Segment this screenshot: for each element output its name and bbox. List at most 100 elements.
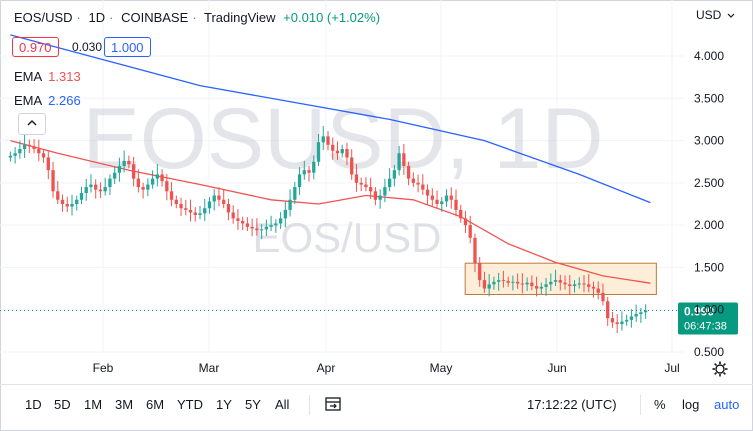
candle-body: [274, 223, 278, 226]
candle-body: [8, 155, 13, 158]
timeframe-1y[interactable]: 1Y: [216, 397, 232, 412]
watermark-symbol: EOSUSD, 1D: [83, 91, 604, 187]
price-tick-label: 2.500: [694, 176, 724, 190]
time-axis[interactable]: Feb Mar Apr May Jun Jul: [93, 361, 728, 377]
gear-icon-tooth: [714, 371, 718, 375]
candle-body: [13, 153, 17, 156]
candle-body: [454, 199, 458, 210]
candle-body: [264, 226, 269, 230]
indicator-label: EMA: [14, 93, 43, 108]
gear-icon-tooth: [714, 363, 718, 367]
candle-body: [444, 195, 449, 202]
timeframe-5d[interactable]: 5D: [54, 397, 71, 412]
gear-icon[interactable]: [712, 361, 728, 377]
candle-body: [345, 149, 349, 158]
candle-body: [250, 226, 254, 229]
timeframe-all[interactable]: All: [275, 397, 290, 412]
candle-body: [70, 204, 74, 207]
candle-body: [108, 178, 112, 188]
currency-label: USD: [696, 8, 722, 22]
price-tick-label: 2.000: [694, 218, 724, 232]
go-to-date-button[interactable]: [324, 395, 342, 416]
candle-body: [364, 184, 368, 188]
candle-body: [596, 288, 600, 293]
candle-body: [321, 136, 325, 143]
timeframe-6m[interactable]: 6M: [146, 397, 165, 412]
candle-body: [435, 199, 439, 204]
candle-body: [160, 174, 164, 182]
timeframe-1d[interactable]: 1D: [25, 397, 42, 412]
indicator-value: 2.266: [48, 93, 81, 108]
log-scale-button[interactable]: log: [682, 397, 700, 412]
time-tick-label: Apr: [317, 361, 336, 375]
candle-body: [511, 281, 515, 283]
candle-body: [544, 284, 548, 287]
candle-body: [127, 160, 131, 165]
candle-body: [255, 228, 259, 231]
candle-body: [383, 187, 387, 196]
clock-timezone[interactable]: 17:12:22 (UTC): [527, 397, 617, 412]
candle-body: [141, 187, 145, 190]
ema-slow-line: [10, 34, 651, 204]
candle-body: [103, 187, 107, 192]
timeframe-3m[interactable]: 3M: [115, 397, 134, 412]
candle-body: [411, 178, 415, 183]
time-tick-label: Feb: [93, 361, 114, 375]
candle-body: [587, 284, 591, 287]
candle-body: [416, 182, 420, 185]
candle-body: [639, 312, 643, 314]
indicator-ema-fast[interactable]: EMA 1.313: [14, 69, 81, 84]
candle-body: [56, 191, 60, 200]
candle-body: [84, 187, 88, 194]
chevron-down-icon: [727, 13, 735, 18]
buy-button[interactable]: 1.000: [104, 37, 151, 57]
candle-body: [373, 191, 378, 200]
candle-body: [312, 161, 316, 173]
candle-body: [601, 292, 605, 302]
watermark-pair: EOS/USD: [252, 214, 441, 261]
timeframe-1m[interactable]: 1M: [84, 397, 103, 412]
ema-fast-line: [10, 139, 651, 284]
candle-body: [307, 170, 311, 173]
candle-body: [179, 204, 183, 209]
currency-selector[interactable]: USD: [696, 8, 735, 22]
candle-body: [482, 280, 487, 289]
percent-scale-button[interactable]: %: [654, 397, 666, 412]
candle-body: [430, 195, 434, 200]
candle-body: [463, 218, 468, 226]
candle-body: [440, 201, 444, 204]
candle-body: [487, 284, 491, 289]
candle-body: [117, 165, 122, 173]
candle-body: [606, 301, 610, 319]
candle-body: [188, 209, 193, 213]
last-price-value: 0.990: [684, 305, 714, 319]
price-tick-label: 1.500: [694, 260, 724, 274]
time-tick-label: May: [430, 361, 453, 375]
collapse-legend-button[interactable]: [18, 113, 46, 135]
price-tick-label: 1.000: [694, 303, 724, 317]
timeframe-5y[interactable]: 5Y: [245, 397, 261, 412]
candle-body: [193, 212, 197, 215]
candle-body: [397, 153, 401, 171]
price-change: +0.010 (+1.02%): [283, 10, 381, 25]
candle-body: [174, 199, 178, 204]
sell-button[interactable]: 0.970: [12, 37, 59, 57]
candle-body: [497, 280, 501, 282]
timeframe-ytd[interactable]: YTD: [177, 397, 203, 412]
price-axis[interactable]: 4.000 3.500 3.000 2.500 2.000 1.500 1.000 0.500: [694, 49, 724, 359]
candle-body: [236, 218, 240, 221]
candle-body: [41, 153, 46, 158]
candle-body: [198, 213, 202, 215]
candle-body: [359, 182, 363, 185]
indicator-ema-slow[interactable]: EMA 2.266: [14, 93, 81, 108]
interval[interactable]: 1D: [88, 10, 106, 25]
candle-body: [520, 283, 525, 285]
grid-lines: [0, 0, 684, 353]
candle-body: [643, 310, 648, 313]
candle-body: [113, 172, 117, 179]
candle-body: [18, 149, 22, 154]
price-tick-label: 3.500: [694, 91, 724, 105]
auto-scale-button[interactable]: auto: [714, 397, 740, 412]
symbol-name[interactable]: EOS/USD: [14, 10, 73, 25]
